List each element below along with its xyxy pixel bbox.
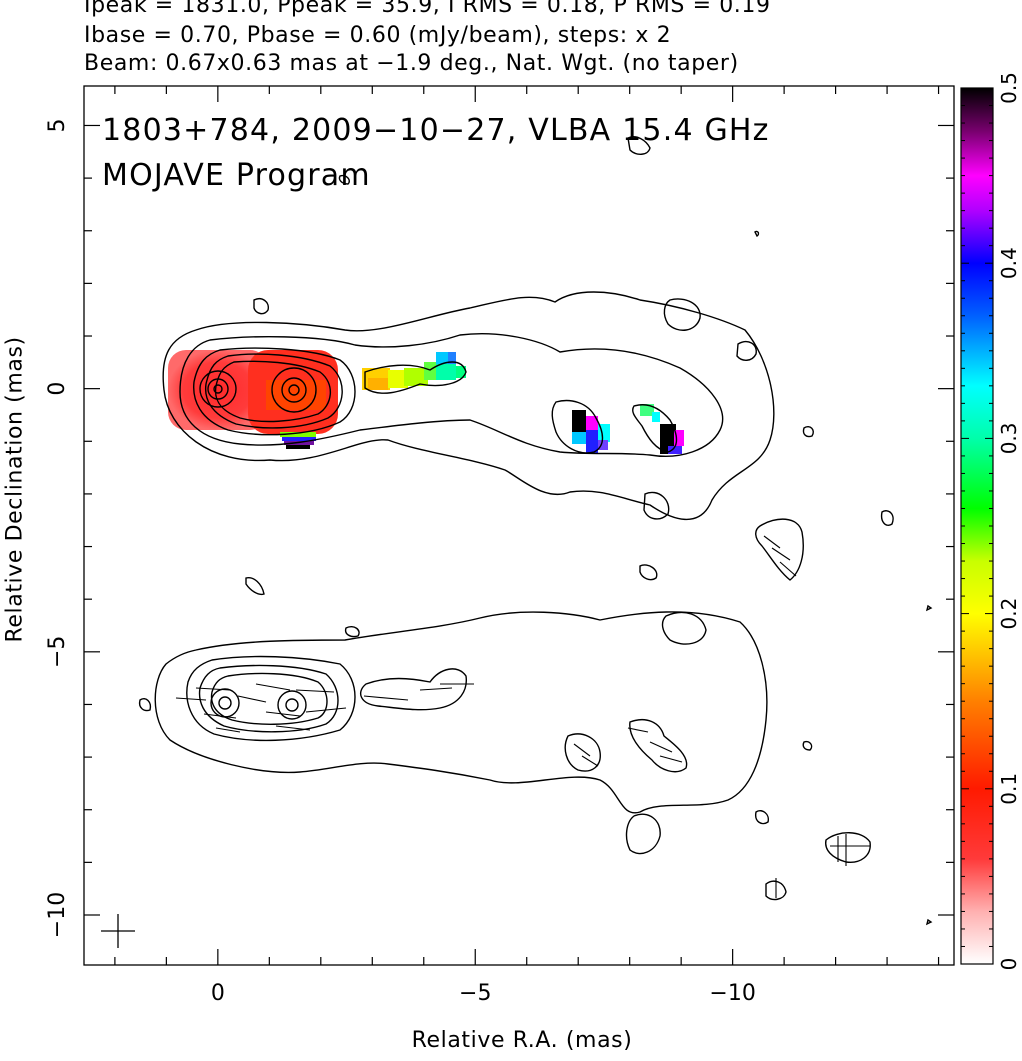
colorbar-tick-label: 0.5 [997,72,1021,104]
pol-patch-outer-knot [572,410,586,432]
axis-ticks [84,86,954,965]
x-tick-label: −10 [709,981,755,1006]
colorbar-ticks [961,87,993,965]
intensity-contours-lower [138,604,933,926]
colorbar-tick-labels: 0 0.1 0.2 0.3 0.4 0.5 [997,72,1021,970]
colorbar-tick-label: 0.3 [997,422,1021,454]
evpa-ticks [175,535,870,898]
pol-patch-core [168,350,268,430]
x-tick-label: −5 [459,981,491,1006]
y-tick-label: 5 [45,118,70,132]
program-annotation: MOJAVE Program [102,158,371,193]
source-annotation: 1803+784, 2009−10−27, VLBA 15.4 GHz [102,113,770,148]
pol-patch-outer-knot-2 [640,404,654,416]
header-base-line: Ibase = 0.70, Pbase = 0.60 (mJy/beam), s… [84,23,672,48]
core-contour [199,370,237,408]
y-tick-label: −10 [45,892,70,938]
y-axis-label: Relative Declination (mas) [2,336,28,643]
colorbar [960,87,994,965]
polarization-color-patches [168,350,684,454]
colorbar-tick-label: 0.2 [997,598,1021,630]
beam-cross [101,914,135,948]
colorbar-tick-label: 0 [997,958,1021,971]
inner-knot-contour [271,367,317,413]
header-beam-line: Beam: 0.67x0.63 mas at −1.9 deg., Nat. W… [84,51,739,76]
axis-tick-labels: 0 −5 −10 5 0 −5 −10 [45,118,756,1006]
header-peak-line: Ipeak = 1831.0, Ppeak = 35.9, I RMS = 0.… [84,0,771,18]
plot-frame [83,85,955,966]
y-tick-label: −5 [45,636,70,668]
x-tick-label: 0 [211,981,225,1006]
colorbar-tick-label: 0.4 [997,247,1021,279]
colorbar-tick-label: 0.1 [997,773,1021,805]
pol-patch-jet-knot [436,352,448,364]
x-axis-label: Relative R.A. (mas) [411,1028,633,1053]
y-tick-label: 0 [45,382,70,396]
intensity-contours-upper [162,136,894,596]
